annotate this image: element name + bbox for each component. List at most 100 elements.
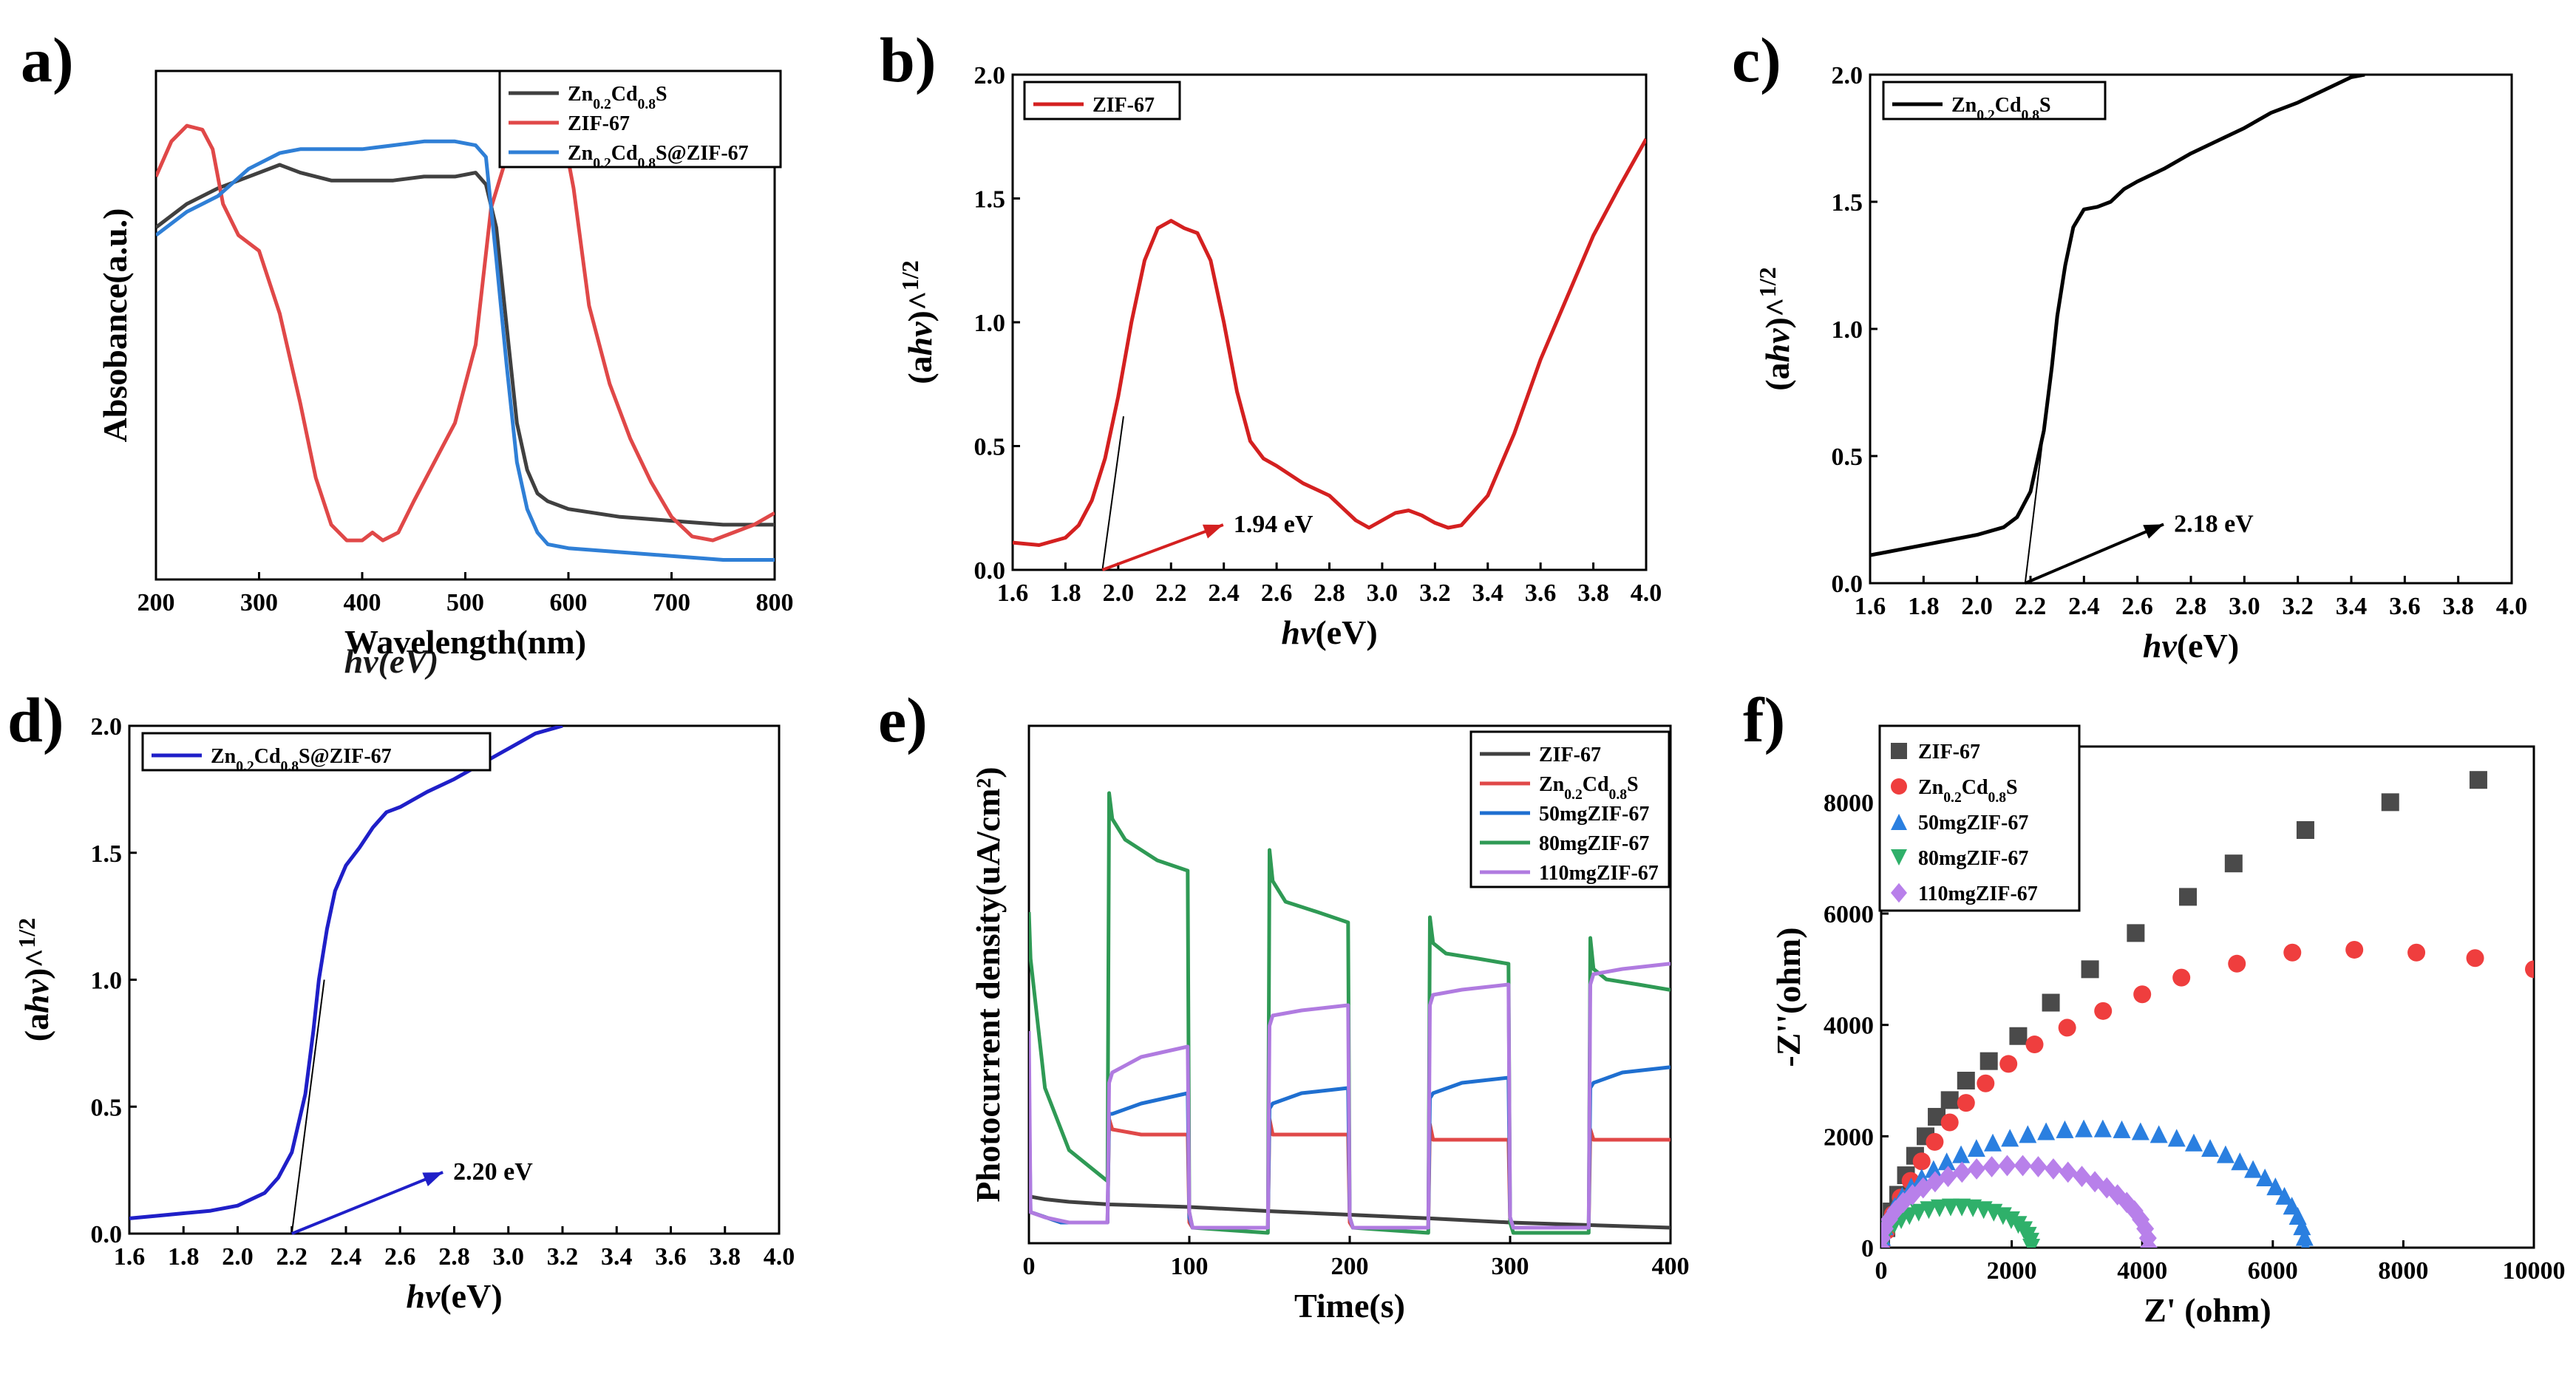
marker-zif67 bbox=[2042, 993, 2060, 1012]
legend-item-zn02cd08szif67-part: S@ZIF-67 bbox=[299, 745, 392, 768]
x-tick-label: 2.0 bbox=[1961, 593, 1993, 620]
x-tick-label: 2000 bbox=[1987, 1257, 2037, 1285]
y-tick-label: 0.0 bbox=[91, 1221, 123, 1248]
legend-item-zn02cd08s-part: 0.2 bbox=[593, 97, 611, 112]
x-tick-label: 300 bbox=[240, 589, 278, 616]
y-tick-label: 1.0 bbox=[1832, 316, 1863, 344]
marker-50mgzif67 bbox=[2275, 1186, 2294, 1205]
marker-50mgzif67 bbox=[2037, 1122, 2056, 1140]
legend-item-50mgzif67-swatch bbox=[1891, 814, 1907, 830]
x-tick-label: 3.6 bbox=[655, 1243, 687, 1271]
legend-item-zn02cd08s-part: S bbox=[2006, 776, 2018, 799]
x-tick-label: 1.8 bbox=[1908, 593, 1940, 620]
marker-zn02cd08s bbox=[2133, 985, 2152, 1004]
marker-50mgzif67 bbox=[1983, 1133, 2002, 1152]
x-tick-label: 800 bbox=[756, 589, 794, 616]
marker-80mgzif67 bbox=[1909, 1203, 1928, 1222]
x-tick-label: 200 bbox=[137, 589, 175, 616]
x-tick-label: 8000 bbox=[2378, 1257, 2428, 1285]
y-tick-label: 8000 bbox=[1824, 789, 1874, 817]
y-tick-label: 4000 bbox=[1824, 1013, 1874, 1040]
legend-item-zn02cd08szif67-part: 0.2 bbox=[236, 759, 254, 775]
marker-110mgzif67 bbox=[1886, 1200, 1905, 1222]
legend-item-zn02cd08s-part: 0.8 bbox=[1609, 787, 1628, 803]
legend-box bbox=[141, 732, 492, 772]
x-axis-title: hv(eV) bbox=[406, 1277, 502, 1315]
x-tick-label: 3.0 bbox=[493, 1243, 525, 1271]
marker-110mgzif67 bbox=[2132, 1208, 2150, 1231]
panel-label: e) bbox=[878, 684, 928, 755]
legend: ZIF-67Zn0.2Cd0.8S50mgZIF-6780mgZIF-67110… bbox=[1469, 730, 1671, 888]
x-axis-title-part: hv bbox=[1281, 613, 1316, 651]
x-tick-label: 1.6 bbox=[1855, 593, 1886, 620]
legend-item-zn02cd08s-part: Cd bbox=[1583, 773, 1609, 796]
series-line-zif67 bbox=[1013, 137, 1646, 547]
legend-item-110mgzif67-label: 110mgZIF-67 bbox=[1539, 862, 1659, 885]
x-tick-label: 1.6 bbox=[997, 579, 1029, 607]
legend-box bbox=[1882, 81, 2107, 120]
marker-zn02cd08s bbox=[1912, 1152, 1931, 1171]
marker-50mgzif67 bbox=[2293, 1217, 2311, 1236]
marker-zif67 bbox=[1957, 1072, 1975, 1089]
legend-item-zn02cd08s-part: Cd bbox=[1995, 94, 2022, 117]
x-tick-label: 2.6 bbox=[2121, 593, 2153, 620]
y-tick-label: 0.0 bbox=[1832, 571, 1863, 598]
legend-box bbox=[1469, 730, 1671, 888]
legend-item-zn02cd08s-part: 0.2 bbox=[1564, 787, 1583, 803]
legend-item-zn02cd08s-label: Zn0.2Cd0.8S bbox=[1539, 773, 1639, 803]
marker-zn02cd08s bbox=[1977, 1074, 1995, 1092]
marker-50mgzif67 bbox=[2113, 1120, 2131, 1138]
marker-50mgzif67 bbox=[1952, 1145, 1971, 1163]
marker-50mgzif67 bbox=[2184, 1133, 2203, 1152]
series-line-zif67 bbox=[156, 123, 775, 543]
marker-50mgzif67 bbox=[2093, 1119, 2112, 1138]
legend-item-zn02cd08s-part: 0.2 bbox=[1943, 790, 1962, 806]
y-axis-title-part: (a bbox=[18, 1013, 55, 1041]
x-tick-label: 3.6 bbox=[2389, 593, 2421, 620]
legend-item-zn02cd08s-part: 0.8 bbox=[2022, 108, 2040, 123]
x-tick-label: 400 bbox=[1652, 1253, 1690, 1280]
legend-item-zn02cd08s-label: Zn0.2Cd0.8S bbox=[1918, 776, 2018, 806]
legend-box bbox=[1023, 81, 1181, 120]
y-axis-title-part: )^ bbox=[901, 290, 939, 322]
x-tick-label: 3.4 bbox=[601, 1243, 633, 1271]
legend-item-zn02cd08s-label: Zn0.2Cd0.8S bbox=[1951, 94, 2051, 123]
marker-110mgzif67 bbox=[1968, 1158, 1986, 1180]
panel-label: a) bbox=[21, 24, 74, 95]
y-tick-label: 0.5 bbox=[974, 434, 1006, 461]
marker-110mgzif67 bbox=[1982, 1156, 2001, 1177]
x-tick-label: 0 bbox=[1875, 1257, 1888, 1285]
x-tick-label: 400 bbox=[344, 589, 381, 616]
legend-item-zif67-label: ZIF-67 bbox=[1092, 94, 1155, 117]
y-axis-title: Absobance(a.u.) bbox=[96, 208, 134, 443]
panel-label: f) bbox=[1743, 684, 1785, 755]
marker-110mgzif67 bbox=[2029, 1156, 2047, 1177]
legend-item-50mgzif67-label: 50mgZIF-67 bbox=[1918, 812, 2028, 834]
x-tick-label: 3.0 bbox=[2229, 593, 2260, 620]
marker-110mgzif67 bbox=[2098, 1177, 2116, 1199]
panel-f: f) 0 2000 4000 6000 8000 10000 0 2000 4000 6000 800… bbox=[1743, 684, 2566, 1329]
y-tick-label: 1.0 bbox=[974, 310, 1006, 337]
x-axis-title-part: (eV) bbox=[1315, 613, 1377, 651]
x-tick-label: 6000 bbox=[2248, 1257, 2298, 1285]
marker-110mgzif67 bbox=[1939, 1166, 1957, 1188]
marker-80mgzif67 bbox=[2002, 1211, 2020, 1229]
marker-110mgzif67 bbox=[2136, 1217, 2155, 1240]
legend-item-zn02cd08szif67-part: Cd bbox=[611, 142, 638, 165]
marker-110mgzif67 bbox=[1881, 1208, 1898, 1231]
annotation-arrow bbox=[2024, 523, 2164, 585]
legend-item-zif67-part: ZIF-67 bbox=[1918, 741, 1980, 764]
marker-zif67 bbox=[1979, 1052, 1998, 1070]
x-axis-title-part: hv bbox=[2143, 627, 2178, 664]
y-tick-label: 2.0 bbox=[974, 62, 1006, 89]
y-axis-title-part: 1/2 bbox=[13, 918, 40, 948]
marker-zif67 bbox=[2296, 821, 2314, 839]
marker-50mgzif67 bbox=[2244, 1160, 2263, 1178]
tangent-line bbox=[1101, 416, 1124, 570]
legend: ZIF-67 bbox=[1023, 81, 1181, 120]
y-axis-title-part: )^ bbox=[1758, 297, 1796, 328]
annotation-arrowhead bbox=[422, 1172, 444, 1187]
legend: ZIF-67Zn0.2Cd0.8S50mgZIF-6780mgZIF-67110… bbox=[1878, 724, 2081, 912]
marker-110mgzif67 bbox=[2013, 1155, 2032, 1177]
